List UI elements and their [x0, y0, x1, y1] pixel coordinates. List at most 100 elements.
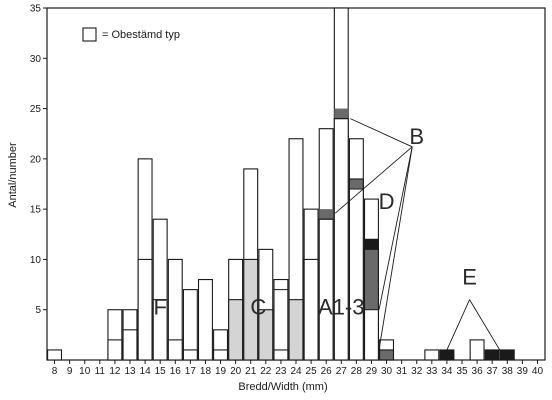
bar-segment: [183, 289, 198, 360]
bar-19-front: [213, 349, 229, 361]
bar-segment: [289, 299, 303, 360]
x-tick-label: 27: [336, 366, 348, 377]
x-tick-label: 8: [52, 366, 58, 377]
bar-29-front: [363, 238, 379, 361]
annotation-f: F: [153, 295, 166, 320]
x-tick-label: 40: [532, 366, 544, 377]
x-tick-label: 15: [155, 366, 167, 377]
bar-36-back: [469, 339, 485, 361]
bar-outline: [152, 299, 168, 361]
bar-outline: [303, 258, 319, 361]
bar-segment: [379, 349, 394, 360]
x-tick-label: 17: [185, 366, 197, 377]
callout-line-e: [469, 299, 501, 351]
bar-15-front: [152, 299, 168, 361]
y-tick-label: 15: [30, 205, 42, 216]
bar-outline: [363, 238, 379, 361]
bar-outline: [273, 349, 289, 361]
bar-segment: [153, 299, 168, 360]
bar-outline: [288, 299, 304, 361]
x-tick-label: 37: [487, 366, 499, 377]
bar-segment: [107, 339, 122, 360]
bar-segment: [349, 189, 364, 360]
legend-swatch: [82, 27, 97, 42]
x-tick-label: 13: [124, 366, 136, 377]
x-tick-label: 25: [306, 366, 318, 377]
bar-27-front: [333, 108, 349, 361]
bar-segment: [138, 259, 153, 360]
bar-30-front: [379, 349, 395, 361]
bar-segment: [319, 219, 334, 360]
bar-22-front: [258, 309, 274, 361]
bar-34-front: [439, 349, 455, 361]
x-tick-label: 26: [321, 366, 333, 377]
bar-26-front: [318, 209, 334, 361]
legend: = Obestämd typ: [82, 27, 180, 42]
y-tick-label: 25: [30, 104, 42, 115]
x-tick-label: 38: [502, 366, 514, 377]
bar-outline: [499, 349, 515, 361]
x-tick-label: 20: [230, 366, 242, 377]
bar-segment: [183, 349, 198, 360]
bar-segment: [500, 349, 515, 360]
bar-outline: [122, 329, 138, 361]
x-tick-label: 32: [411, 366, 423, 377]
bar-segment: [243, 259, 258, 360]
bar-8-front: [47, 349, 63, 361]
bar-segment: [123, 329, 137, 360]
bar-23-back: [273, 278, 289, 361]
bar-37-front: [484, 349, 500, 361]
bar-16-front: [167, 339, 183, 361]
x-tick-label: 34: [441, 366, 453, 377]
y-tick-label: 30: [30, 54, 42, 65]
bar-segment: [168, 339, 183, 360]
x-tick-label: 39: [517, 366, 529, 377]
bar-segment: [304, 259, 319, 360]
annotation-labels: F C A1-3 B D E: [153, 124, 476, 320]
bar-segment: [334, 118, 349, 360]
bar-segment: [319, 209, 334, 220]
bar-outline: [137, 258, 153, 361]
x-tick-label: 23: [275, 366, 287, 377]
annotation-d: D: [379, 189, 395, 214]
bar-segment: [485, 349, 500, 360]
bar-outline: [197, 278, 213, 361]
legend-label: = Obestämd typ: [102, 29, 180, 41]
bar-segment: [228, 299, 243, 360]
bar-33-back: [424, 349, 440, 361]
callout-line-b: [378, 146, 413, 310]
x-tick-label: 19: [215, 366, 227, 377]
x-tick-label: 18: [200, 366, 212, 377]
bar-segment: [470, 339, 485, 360]
bar-23-front: [273, 349, 289, 361]
x-tick-label: 11: [95, 366, 106, 377]
bar-outline: [348, 178, 364, 361]
bar-38-front: [499, 349, 515, 361]
bar-24-front: [288, 299, 304, 361]
x-tick-label: 10: [79, 366, 91, 377]
x-tick-label: 30: [381, 366, 393, 377]
bar-segment: [439, 349, 454, 360]
bar-outline: [243, 258, 259, 361]
y-tick-label: 10: [30, 255, 42, 266]
bar-outline: [213, 349, 229, 361]
annotation-a1-3: A1-3: [318, 295, 364, 320]
y-tick-label: 20: [30, 154, 42, 165]
bar-segment: [168, 259, 183, 360]
bar-outline: [167, 339, 183, 361]
x-tick-label: 21: [245, 366, 257, 377]
annotation-callouts: [334, 118, 501, 351]
bar-outline: [47, 349, 63, 361]
x-tick-label: 22: [260, 366, 272, 377]
bar-segment: [273, 289, 288, 360]
x-tick-label: 35: [456, 366, 468, 377]
y-tick-label: 5: [35, 305, 41, 316]
bar-segment: [364, 239, 379, 250]
bar-outline: [182, 349, 198, 361]
bar-18-back: [197, 278, 213, 361]
bar-segment: [213, 349, 228, 360]
bar-segment: [273, 279, 288, 290]
x-tick-label: 28: [351, 366, 363, 377]
bar-outline: [379, 349, 395, 361]
